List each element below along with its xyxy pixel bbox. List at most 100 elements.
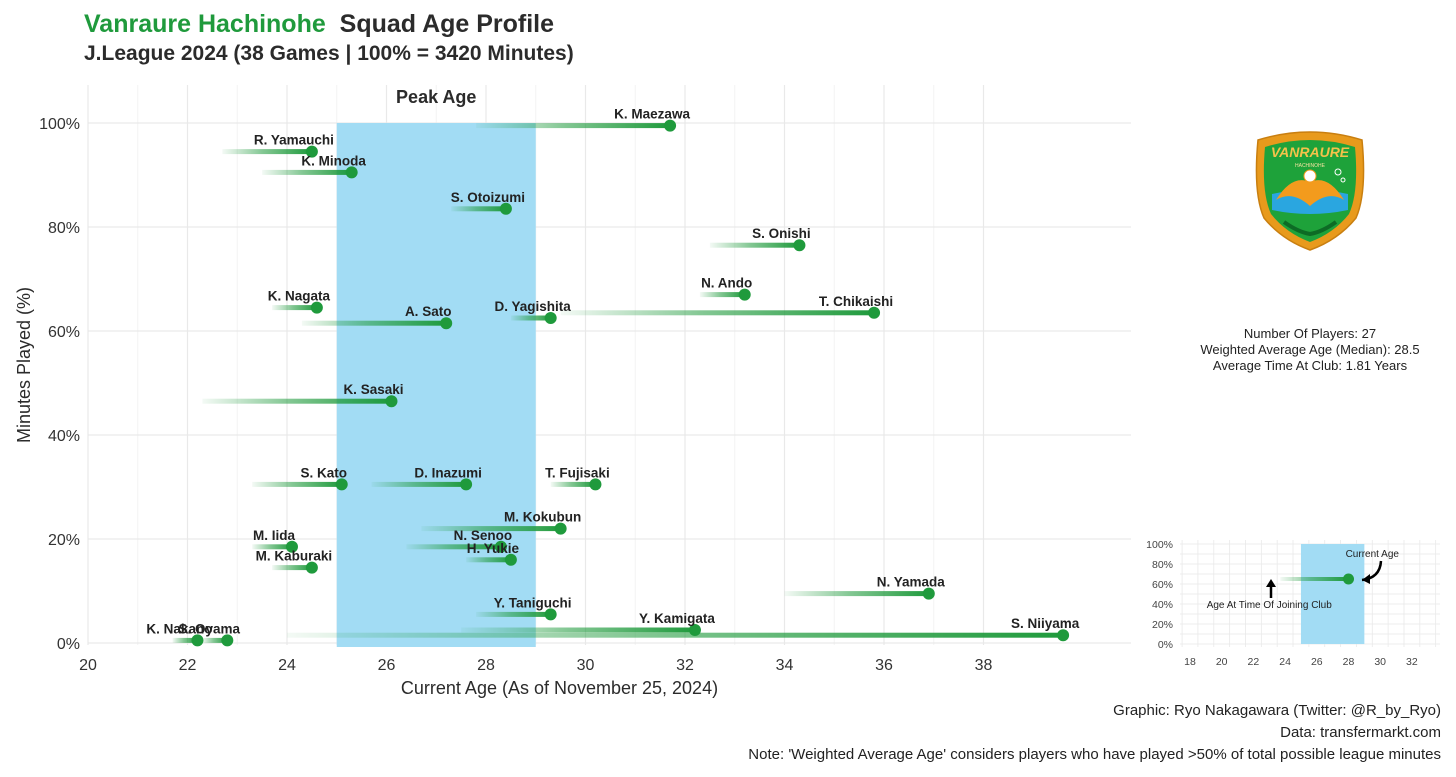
player-point: [285, 540, 298, 553]
vanraure-hachinohe-crest-icon: VANRAURE HACHINOHE: [1255, 131, 1365, 251]
player-point: [305, 561, 318, 574]
player-point: [544, 608, 557, 621]
chart-subtitle: J.League 2024 (38 Games | 100% = 3420 Mi…: [84, 42, 574, 65]
player-point: [922, 587, 935, 600]
inset-y-tick-labels: 0% 20% 40% 60% 80% 100%: [1146, 539, 1173, 651]
x-tick-label: 38: [975, 657, 993, 674]
player-label: T. Chikaishi: [819, 294, 893, 309]
tenure-line: [466, 557, 511, 563]
inset-x-tick-label: 24: [1279, 656, 1291, 668]
player-label: T. Fujisaki: [545, 465, 610, 480]
player-point: [793, 239, 806, 252]
inset-x-tick-label: 18: [1184, 656, 1196, 668]
tenure-line: [272, 565, 312, 571]
main-grid: [87, 85, 1131, 645]
join-age-arrowhead: [1266, 579, 1276, 587]
x-tick-label: 28: [477, 657, 495, 674]
club-name: Vanraure Hachinohe: [84, 10, 326, 38]
player-labels: K. Maezawa R. Yamauchi K. Minoda S. Otoizum…: [146, 107, 1079, 637]
y-tick-label: 20%: [48, 532, 80, 549]
x-tick-label: 34: [776, 657, 794, 674]
x-tick-label: 36: [875, 657, 893, 674]
x-tick-label: 32: [676, 657, 694, 674]
peak-age-label: Peak Age: [396, 87, 476, 107]
inset-x-tick-labels: 18 20 22 24 26 28 30 32: [1184, 656, 1418, 668]
tenure-line: [301, 320, 447, 326]
inset-point: [1343, 573, 1354, 585]
current-age-arrowhead: [1362, 574, 1370, 584]
player-label: M. Kokubun: [504, 510, 581, 525]
y-tick-label: 0%: [57, 636, 80, 653]
average-time-at-club: Average Time At Club: 1.81 Years: [1212, 358, 1408, 373]
player-label: M. Iida: [253, 528, 295, 543]
player-point: [494, 540, 507, 553]
title-rest: Squad Age Profile: [339, 10, 555, 38]
tenure-line: [476, 123, 671, 129]
x-tick-label: 26: [378, 657, 396, 674]
player-label: S. Niiyama: [1011, 616, 1080, 631]
player-points: [191, 119, 1070, 647]
player-label: D. Yagishita: [495, 299, 572, 314]
y-tick-label: 100%: [39, 116, 80, 133]
weighted-average-age: Weighted Average Age (Median): 28.5: [1200, 342, 1420, 357]
player-count: Number Of Players: 27: [1243, 326, 1377, 341]
tenure-line: [709, 242, 800, 248]
tenure-line: [784, 591, 929, 597]
y-axis-label: Minutes Played (%): [14, 287, 34, 443]
player-point: [460, 478, 473, 491]
player-label: D. Inazumi: [414, 465, 482, 480]
player-point: [544, 312, 557, 324]
inset-x-tick-label: 22: [1248, 656, 1260, 668]
y-tick-labels: 0% 20% 40% 60% 80% 100%: [39, 116, 80, 653]
credits: Graphic: Ryo Nakagawara (Twitter: @R_by_…: [748, 700, 1441, 766]
player-label: K. Minoda: [301, 153, 366, 168]
player-point: [738, 288, 751, 301]
x-tick-label: 24: [278, 657, 296, 674]
tenure-line: [202, 637, 228, 643]
player-label: Y. Taniguchi: [494, 595, 572, 610]
main-plot-area: Peak Age K. Maezawa R. Yamauchi K. Minoda S…: [14, 85, 1131, 698]
player-label: S. Kato: [300, 465, 347, 480]
tenure-line: [202, 398, 392, 404]
tenure-line: [262, 169, 352, 175]
player-label: N. Ando: [701, 276, 752, 291]
inset-tenure-line: [1280, 577, 1349, 581]
inset-annotations: Current Age Age At Time Of Joining Club: [1207, 549, 1400, 611]
player-point: [499, 202, 512, 215]
player-label: M. Kaburaki: [256, 549, 333, 564]
player-point: [868, 306, 881, 319]
inset-y-tick-label: 0%: [1158, 639, 1173, 651]
tenure-line: [371, 481, 467, 487]
tenure-line: [252, 544, 292, 550]
player-label: K. Sasaki: [343, 382, 403, 397]
player-label: A. Sato: [405, 304, 452, 319]
x-tick-label: 22: [179, 657, 197, 674]
player-label: S. Oyama: [179, 621, 241, 636]
note: Note: 'Weighted Average Age' considers p…: [748, 746, 1441, 763]
player-point: [221, 634, 234, 647]
player-label: K. Nagata: [268, 289, 331, 304]
player-label: S. Onishi: [752, 226, 811, 241]
tenure-line: [476, 611, 551, 617]
x-tick-labels: 20 22 24 26 28 30 32 34 36 38: [79, 657, 992, 674]
x-tick-label: 20: [79, 657, 97, 674]
player-point: [440, 317, 453, 330]
player-point: [504, 553, 517, 566]
crest-subtext: HACHINOHE: [1295, 163, 1326, 169]
inset-x-tick-label: 28: [1343, 656, 1355, 668]
player-point: [1057, 629, 1070, 642]
inset-x-tick-label: 26: [1311, 656, 1323, 668]
x-tick-label: 30: [577, 657, 595, 674]
player-label: K. Nakano: [146, 621, 212, 636]
data-credit: Data: transfermarkt.com: [1280, 724, 1441, 741]
inset-y-tick-label: 80%: [1152, 559, 1173, 571]
player-point: [385, 395, 398, 408]
player-label: R. Yamauchi: [254, 133, 334, 148]
player-point: [335, 478, 348, 491]
tenure-line: [421, 526, 561, 532]
tenure-line: [461, 627, 695, 633]
inset-peak-band: [1300, 544, 1365, 644]
tenure-line: [560, 310, 875, 316]
crest-text: VANRAURE: [1271, 144, 1350, 160]
